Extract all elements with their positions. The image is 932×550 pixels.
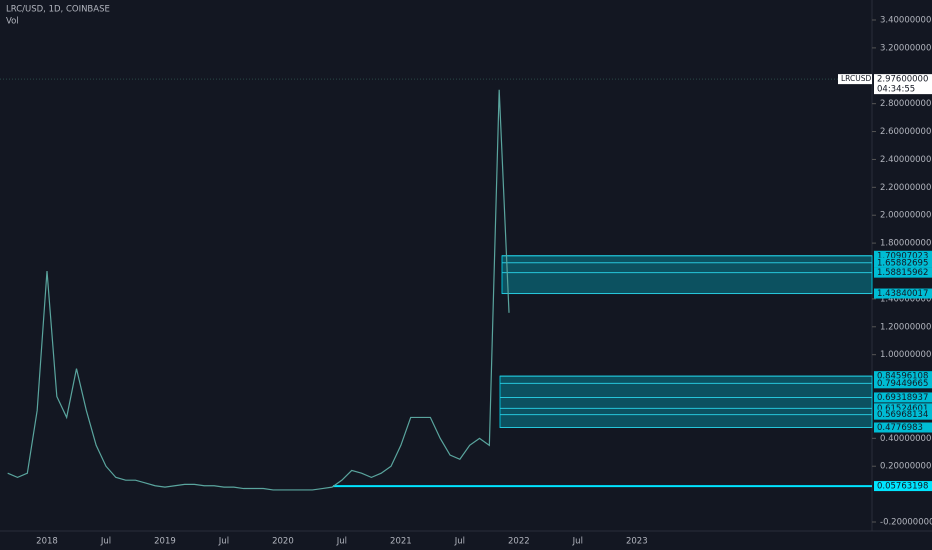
y-tick-label: 2.80000000 [880, 99, 931, 109]
y-tick-label: 1.20000000 [880, 322, 931, 332]
level-tag [874, 378, 932, 389]
level-tag [874, 250, 932, 261]
y-tick-label: 3.40000000 [880, 16, 931, 26]
level-label: 1.70907023 [877, 251, 928, 261]
level-tag [874, 422, 932, 433]
x-tick-label: 2019 [154, 537, 176, 547]
level-label: 0.56968134 [877, 410, 928, 420]
symbol-tag [838, 74, 872, 85]
y-tick-label: 2.40000000 [880, 155, 931, 165]
symbol-label: LRCUSD [841, 74, 872, 83]
level-label: 0.61524601 [877, 404, 928, 414]
x-tick-label: 2023 [626, 537, 648, 547]
x-tick-label: Jul [100, 537, 111, 547]
level-tag [874, 371, 932, 382]
level-tag [874, 392, 932, 403]
y-tick-label: 2.00000000 [880, 211, 931, 221]
x-tick-label: Jul [336, 537, 347, 547]
level-label: 1.58815962 [877, 268, 928, 278]
level-label: 1.65882695 [877, 258, 928, 268]
y-tick-label: 2.20000000 [880, 183, 931, 193]
level-label: 0.84596108 [877, 372, 928, 382]
y-tick-label: 0.20000000 [880, 462, 931, 472]
level-tag [874, 257, 932, 268]
y-tick-label: 1.40000000 [880, 294, 931, 304]
x-tick-label: 2021 [390, 537, 412, 547]
zone [499, 375, 873, 428]
x-tick-label: Jul [218, 537, 229, 547]
x-tick-label: Jul [454, 537, 465, 547]
price-line [7, 89, 510, 491]
indicator-label: Vol [6, 17, 19, 27]
y-tick-label: -0.20000000 [880, 518, 932, 528]
y-tick-label: 3.20000000 [880, 43, 931, 53]
price-tag [874, 74, 932, 95]
x-tick-label: Jul [572, 537, 583, 547]
level-label: 0.79449665 [877, 379, 928, 389]
y-tick-label: 0.40000000 [880, 434, 931, 444]
symbol-title: LRC/USD, 1D, COINBASE [6, 5, 110, 15]
y-tick-label: 2.60000000 [880, 127, 931, 137]
zone [501, 255, 873, 295]
level-label: 0.4776983 [877, 423, 923, 433]
x-tick-label: 2022 [508, 537, 530, 547]
level-label: 0.69318937 [877, 393, 928, 403]
level-tag [874, 288, 932, 299]
x-tick-label: 2018 [36, 537, 58, 547]
level-label: 0.05763198 [877, 482, 928, 492]
x-tick-label: 2020 [272, 537, 294, 547]
y-tick-label: 1.80000000 [880, 239, 931, 249]
level-tag [874, 409, 932, 420]
level-tag [874, 481, 932, 492]
level-tag [874, 403, 932, 414]
y-tick-label: 1.00000000 [880, 350, 931, 360]
level-label: 1.43840017 [877, 289, 928, 299]
countdown-label: 04:34:55 [877, 85, 915, 95]
level-tag [874, 267, 932, 278]
last-price-label: 2.97600000 [877, 75, 928, 85]
